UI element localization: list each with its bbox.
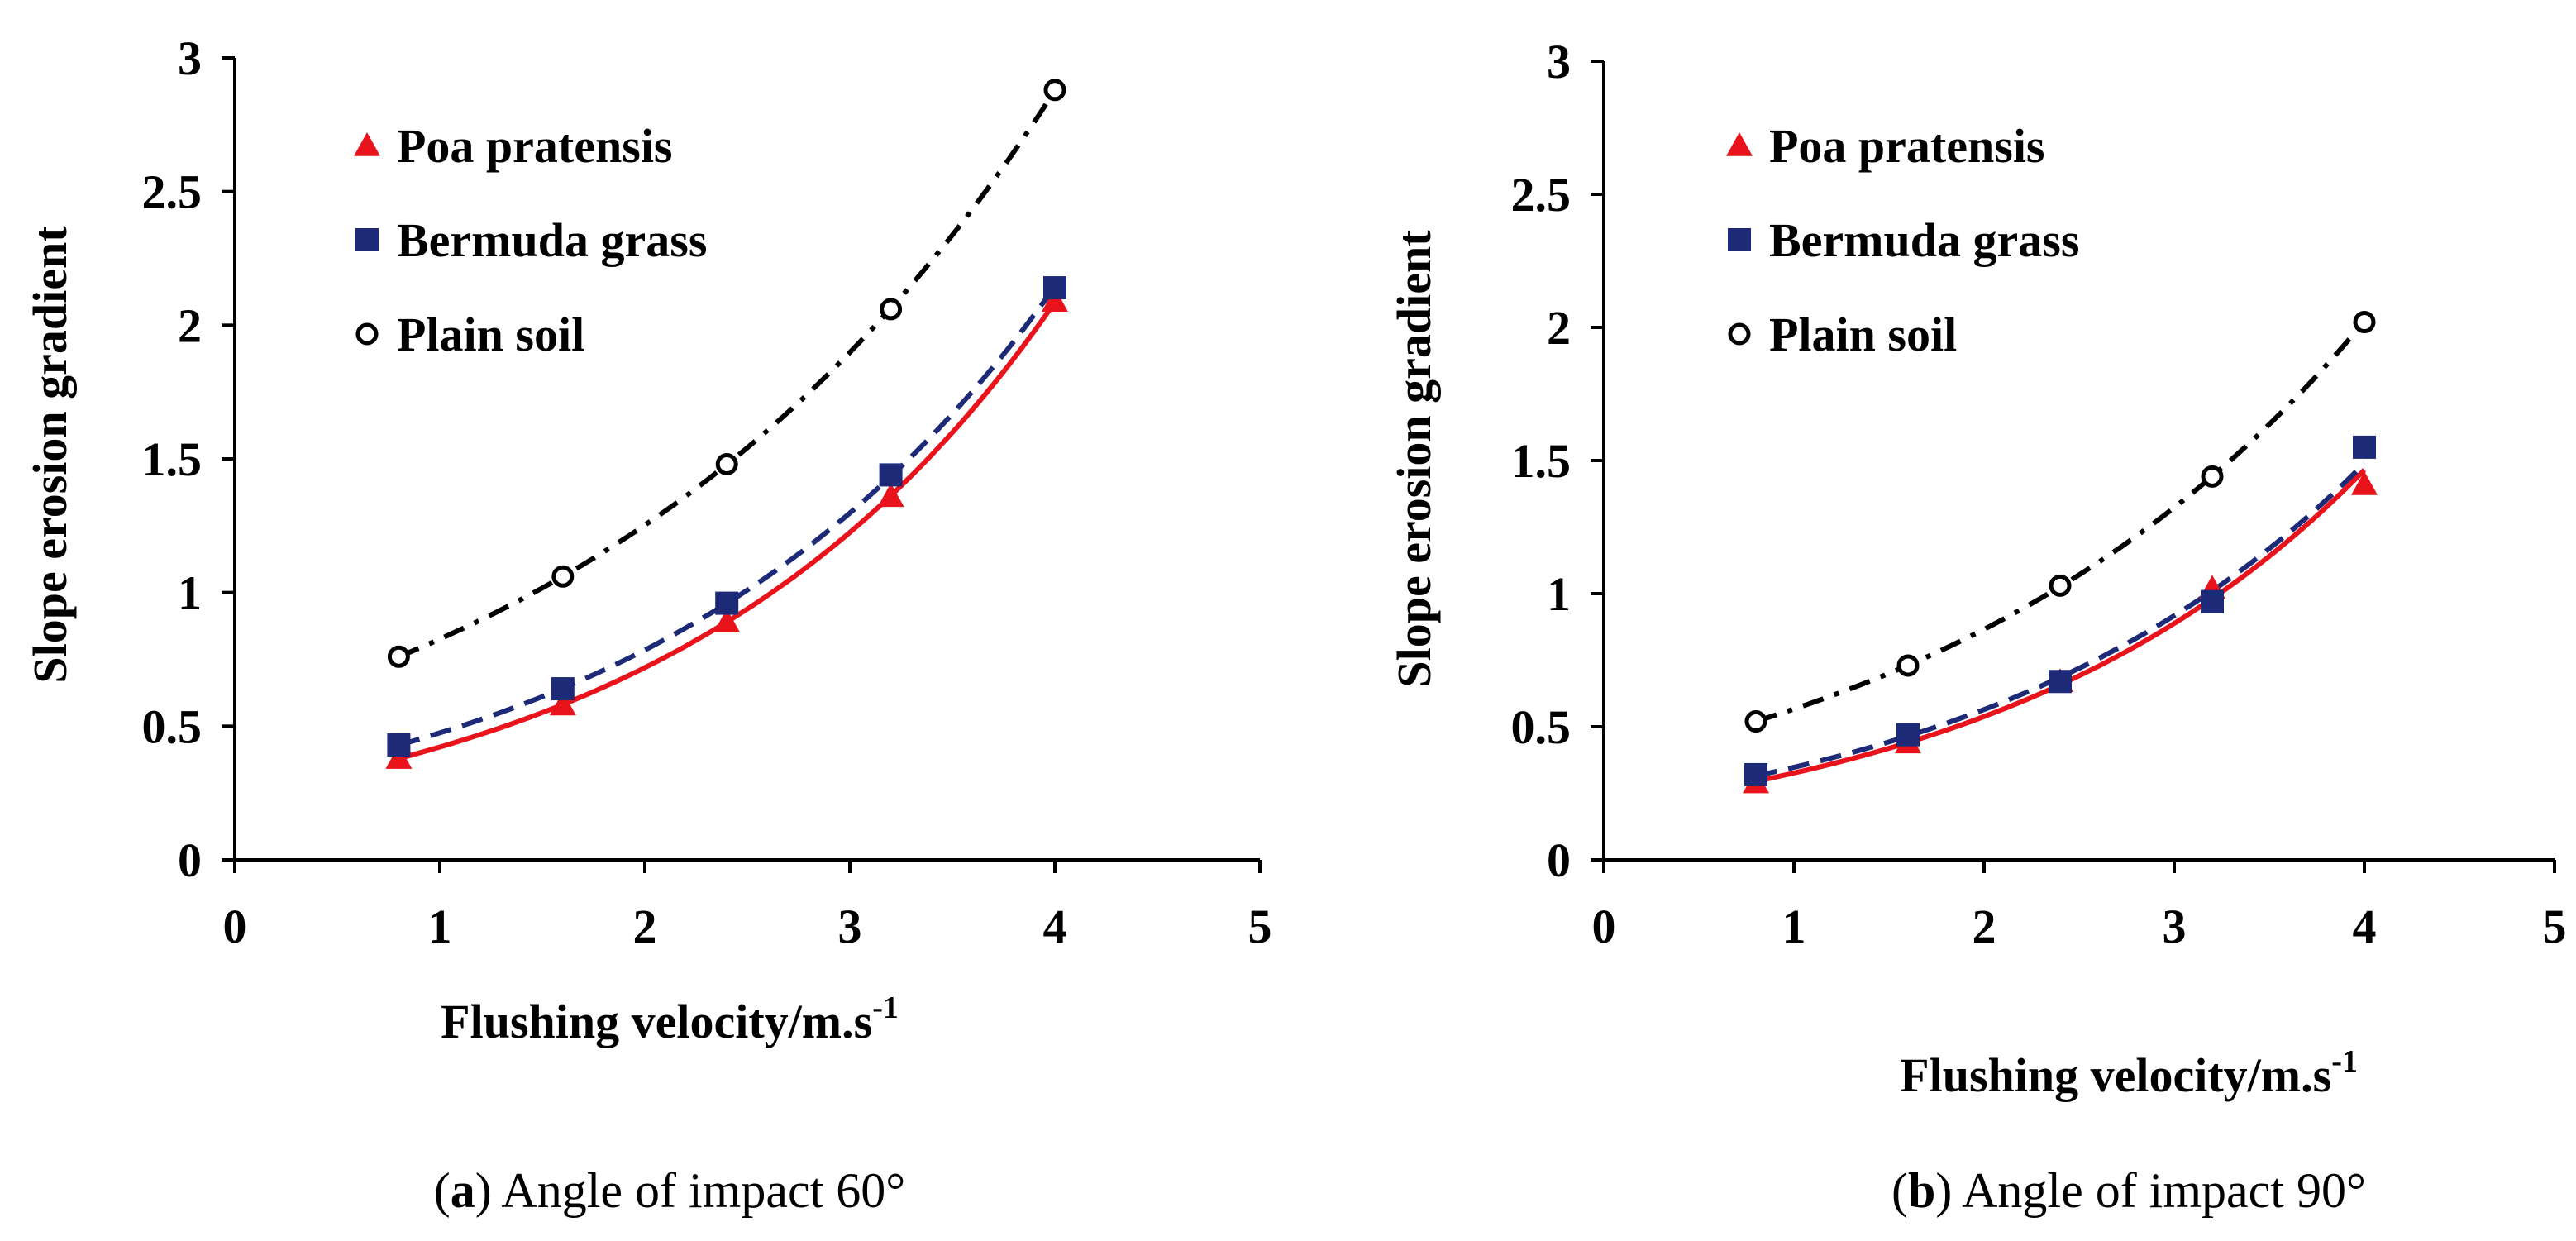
legend-label-open-circle-a: Plain soil <box>397 308 584 361</box>
caption-a: (a) Angle of impact 60° <box>434 1163 906 1218</box>
y-tick-label-a: 3 <box>178 31 202 85</box>
data-point-square-a <box>715 591 739 615</box>
y-tick-label-a: 1 <box>178 566 202 620</box>
x-tick-label-b: 3 <box>2163 900 2187 953</box>
y-axis-title-b: Slope erosion gradient <box>1387 230 1441 688</box>
x-tick-label-a: 0 <box>223 900 247 953</box>
data-point-open-circle-b <box>2049 574 2072 597</box>
chart-panel-b: 0 1 2 3 4 5 0 0.5 1 1.5 2 2.5 3 Poa pratensis Bermuda … <box>1387 35 2567 1218</box>
data-point-square-b <box>2049 670 2072 694</box>
data-point-triangle-a <box>713 609 741 633</box>
legend-label-open-circle-b: Plain soil <box>1769 308 1957 361</box>
legend-label-square-a: Bermuda grass <box>397 213 707 267</box>
legend-marker-triangle-b <box>1726 132 1753 156</box>
y-tick-label-b: 0.5 <box>1511 700 1572 754</box>
data-point-open-circle-a <box>387 645 410 668</box>
x-tick-label-a: 2 <box>633 900 657 953</box>
legend-marker-open-circle-a <box>355 322 379 346</box>
data-point-square-b <box>2353 435 2376 459</box>
y-tick-label-b: 2 <box>1547 301 1571 355</box>
y-tick-label-b: 0 <box>1547 833 1571 887</box>
plot-area-a: 0 1 2 3 4 5 0 0.5 1 1.5 2 2.5 3 Poa pratensis Bermuda … <box>142 31 1272 953</box>
data-point-triangle-a <box>385 745 413 769</box>
trendline-open-circle-b <box>1755 319 2367 724</box>
data-point-open-circle-a <box>715 452 738 475</box>
caption-b: (b) Angle of impact 90° <box>1891 1163 2366 1218</box>
y-tick-label-a: 2.5 <box>142 165 203 219</box>
x-tick-label-a: 3 <box>838 900 862 953</box>
y-tick-label-b: 1 <box>1547 567 1571 621</box>
y-tick-label-a: 0 <box>178 833 202 887</box>
y-tick-label-b: 2.5 <box>1511 168 1572 222</box>
data-point-square-b <box>1744 762 1767 786</box>
y-tick-label-b: 1.5 <box>1511 434 1572 488</box>
trendline-square-a <box>398 284 1057 747</box>
legend-label-triangle-a: Poa pratensis <box>397 119 673 173</box>
legend-marker-triangle-a <box>354 132 380 156</box>
data-point-open-circle-b <box>2201 465 2224 488</box>
x-tick-label-a: 1 <box>428 900 452 953</box>
trendline-triangle-a <box>398 300 1057 761</box>
data-point-square-a <box>551 677 575 701</box>
x-tick-label-b: 0 <box>1592 900 1616 953</box>
x-tick-label-b: 5 <box>2543 900 2567 953</box>
y-axis-title-a: Slope erosion gradient <box>23 226 77 684</box>
x-axis-title-superscript-b: -1 <box>2331 1044 2358 1079</box>
legend-marker-square-b <box>1728 228 1751 251</box>
trendline-open-circle-a <box>398 88 1057 660</box>
x-tick-label-b: 4 <box>2353 900 2377 953</box>
plot-area-b: 0 1 2 3 4 5 0 0.5 1 1.5 2 2.5 3 Poa pratensis Bermuda … <box>1511 35 2567 953</box>
data-point-open-circle-b <box>1896 654 1920 677</box>
caption-label-a: a <box>451 1163 475 1218</box>
x-tick-label-b: 1 <box>1782 900 1806 953</box>
x-tick-label-a: 5 <box>1248 900 1272 953</box>
data-point-square-b <box>2201 589 2224 613</box>
data-point-square-a <box>387 733 411 757</box>
data-point-open-circle-a <box>1043 79 1066 102</box>
trendline-square-b <box>1755 461 2367 779</box>
x-axis-title-text-b: Flushing velocity/m.s <box>1900 1048 2331 1102</box>
data-point-triangle-a <box>1042 288 1068 313</box>
x-tick-label-a: 4 <box>1043 900 1067 953</box>
data-point-square-b <box>1896 723 1920 747</box>
data-point-triangle-a <box>549 691 576 716</box>
x-axis-title-b: Flushing velocity/m.s-1 <box>1900 1044 2358 1102</box>
caption-label-b: b <box>1908 1163 1935 1218</box>
data-point-open-circle-a <box>551 565 575 588</box>
caption-text-a: Angle of impact 60° <box>501 1163 905 1218</box>
trendline-triangle-b <box>1755 468 2367 784</box>
y-tick-label-a: 2 <box>178 298 202 352</box>
y-tick-label-a: 1.5 <box>142 432 203 486</box>
x-axis-title-superscript-a: -1 <box>872 990 899 1025</box>
data-point-square-a <box>1043 276 1066 300</box>
data-point-open-circle-b <box>1744 710 1767 733</box>
data-point-triangle-a <box>877 483 904 508</box>
legend-marker-square-a <box>355 228 379 251</box>
legend-marker-open-circle-b <box>1728 322 1751 346</box>
chart-panel-a: 0 1 2 3 4 5 0 0.5 1 1.5 2 2.5 3 Poa pratensis Bermuda … <box>23 31 1272 1218</box>
data-point-open-circle-b <box>2353 311 2376 334</box>
y-tick-label-a: 0.5 <box>142 699 203 753</box>
data-point-open-circle-a <box>880 298 903 321</box>
data-point-square-a <box>879 463 903 487</box>
legend-label-triangle-b: Poa pratensis <box>1769 119 2045 173</box>
x-tick-label-b: 2 <box>1973 900 1996 953</box>
x-axis-title-text-a: Flushing velocity/m.s <box>441 995 872 1048</box>
data-point-triangle-b <box>2351 470 2378 495</box>
x-axis-title-a: Flushing velocity/m.s-1 <box>441 990 899 1048</box>
legend-label-square-b: Bermuda grass <box>1769 213 2079 267</box>
caption-text-b: Angle of impact 90° <box>1962 1163 2366 1218</box>
y-tick-label-b: 3 <box>1547 35 1571 88</box>
